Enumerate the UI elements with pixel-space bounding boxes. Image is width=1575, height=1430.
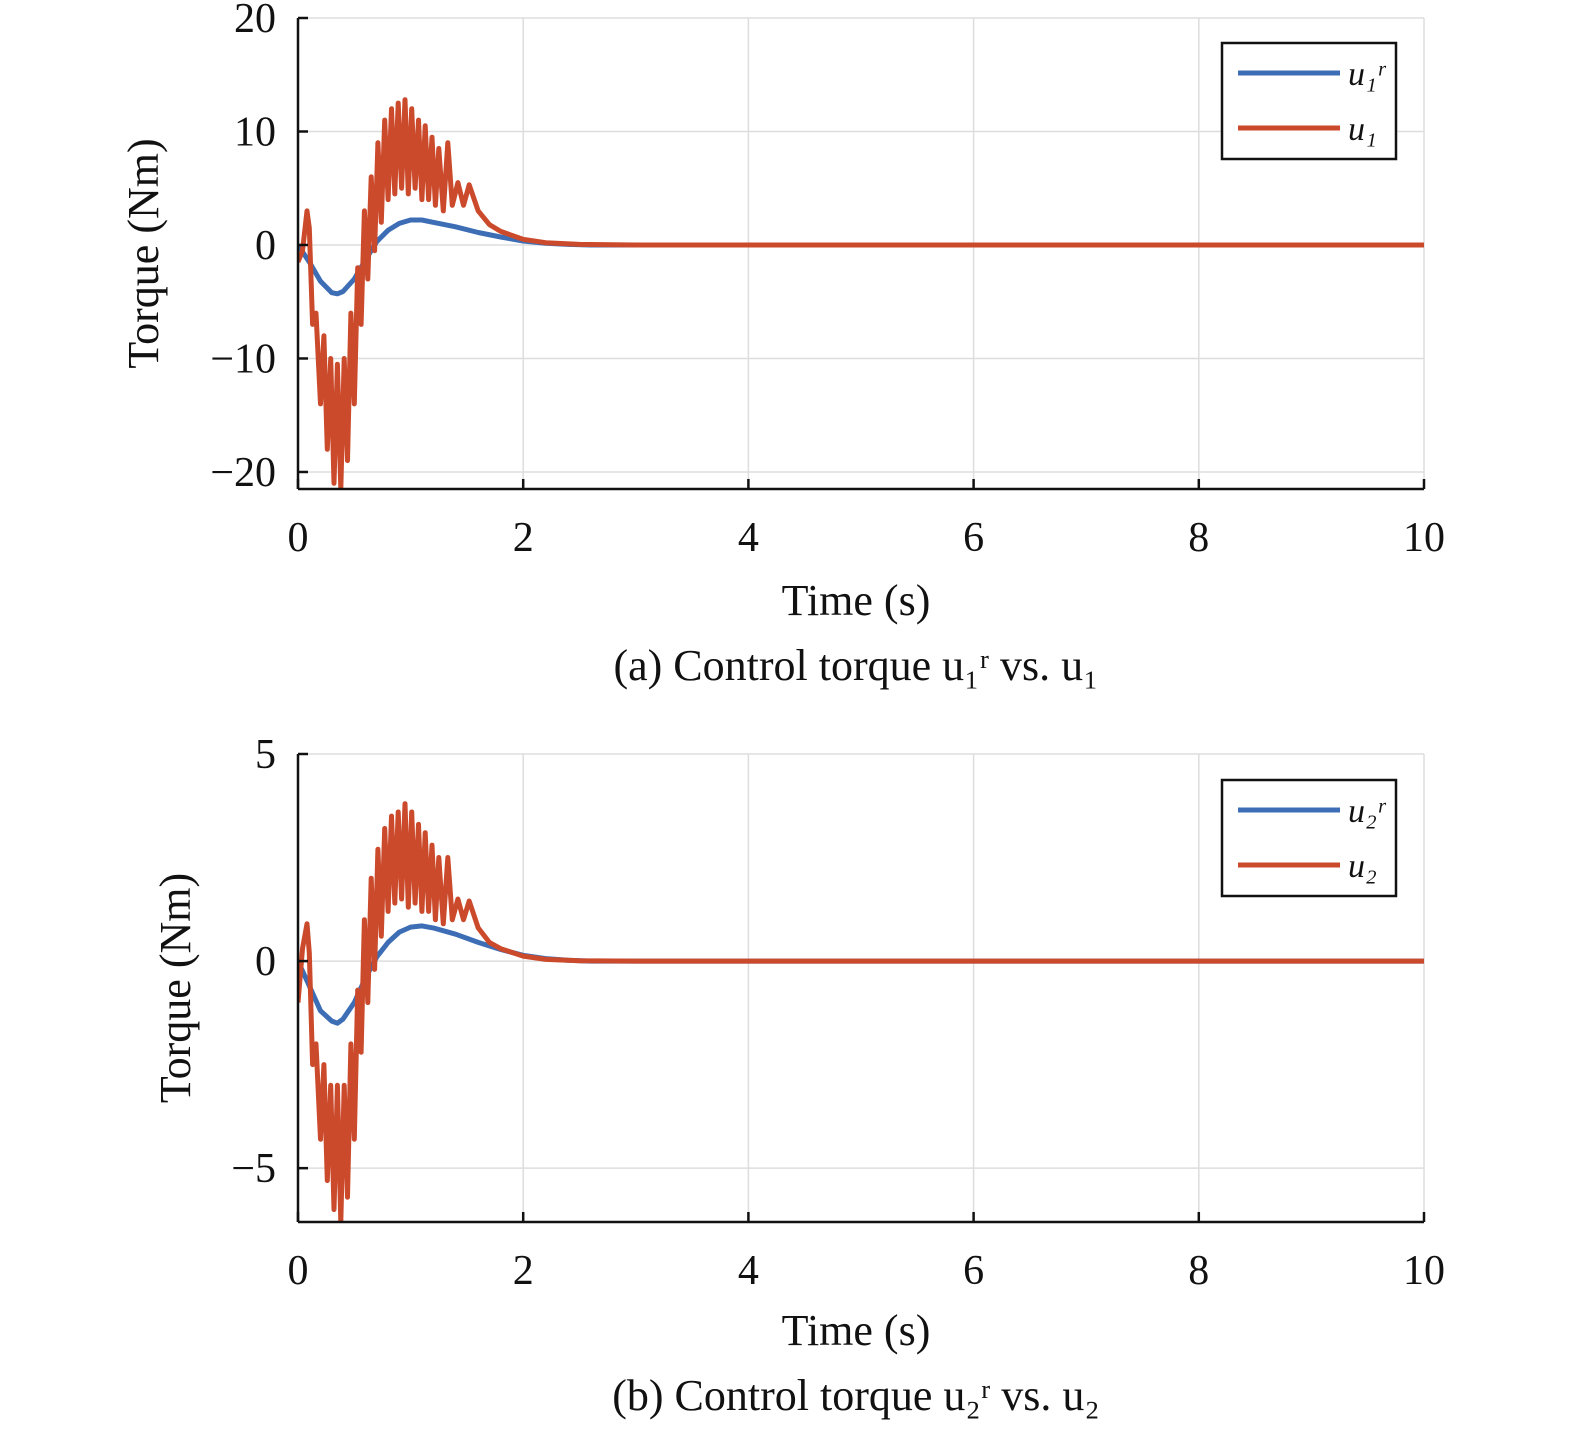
series-line-1 — [298, 801, 1424, 1222]
x-tick-label: 8 — [1188, 1248, 1209, 1294]
y-axis-title: Torque (Nm) — [151, 873, 200, 1103]
chart-panel-0: 0 2 4 6 8 10 −20 −10 0 10 20 Time (s) Torque (Nm) (a)… — [119, 0, 1445, 690]
chart-panel-1: 0 2 4 6 8 10 −5 0 5 Time (s) Torque (Nm) (b) Contro… — [151, 732, 1445, 1420]
x-tick-label: 6 — [963, 1248, 984, 1294]
legend-box — [1220, 778, 1398, 898]
series-line-1 — [298, 97, 1424, 489]
x-tick-label: 2 — [513, 1248, 534, 1294]
x-tick-label: 0 — [288, 1248, 309, 1294]
legend-label-1: u₂ — [1348, 848, 1377, 885]
x-tick-label: 8 — [1188, 515, 1209, 561]
y-tick-label: −5 — [231, 1146, 276, 1192]
y-tick-label: 10 — [234, 109, 276, 155]
x-axis-title: Time (s) — [782, 576, 931, 625]
x-tick-label: 6 — [963, 515, 984, 561]
series-line-0 — [298, 217, 1424, 297]
y-tick-label: −20 — [210, 450, 276, 496]
legend-label-0: u₂ʳ — [1348, 793, 1387, 830]
series-line-0 — [298, 923, 1424, 1026]
y-tick-label: −10 — [210, 336, 276, 382]
y-axis-title: Torque (Nm) — [119, 138, 168, 368]
y-tick-label: 0 — [255, 223, 276, 269]
legend-label-0: u₁ʳ — [1348, 56, 1387, 93]
x-axis-title: Time (s) — [782, 1306, 931, 1355]
legend-label-1: u₁ — [1348, 111, 1377, 148]
x-tick-label: 10 — [1403, 1248, 1445, 1294]
legend: u₂ʳ u₂ — [1220, 778, 1398, 898]
x-tick-label: 0 — [288, 515, 309, 561]
y-tick-label: 5 — [255, 732, 276, 778]
x-tick-label: 2 — [513, 515, 534, 561]
y-tick-label: 0 — [255, 939, 276, 985]
legend: u₁ʳ u₁ — [1220, 41, 1398, 161]
x-tick-label: 10 — [1403, 515, 1445, 561]
legend-box — [1220, 41, 1398, 161]
y-tick-label: 20 — [234, 0, 276, 42]
x-tick-label: 4 — [738, 1248, 759, 1294]
chart-caption: (b) Control torque u₂ʳ vs. u₂ — [612, 1371, 1100, 1420]
chart-caption: (a) Control torque u₁ʳ vs. u₁ — [613, 641, 1098, 690]
x-tick-label: 4 — [738, 515, 759, 561]
